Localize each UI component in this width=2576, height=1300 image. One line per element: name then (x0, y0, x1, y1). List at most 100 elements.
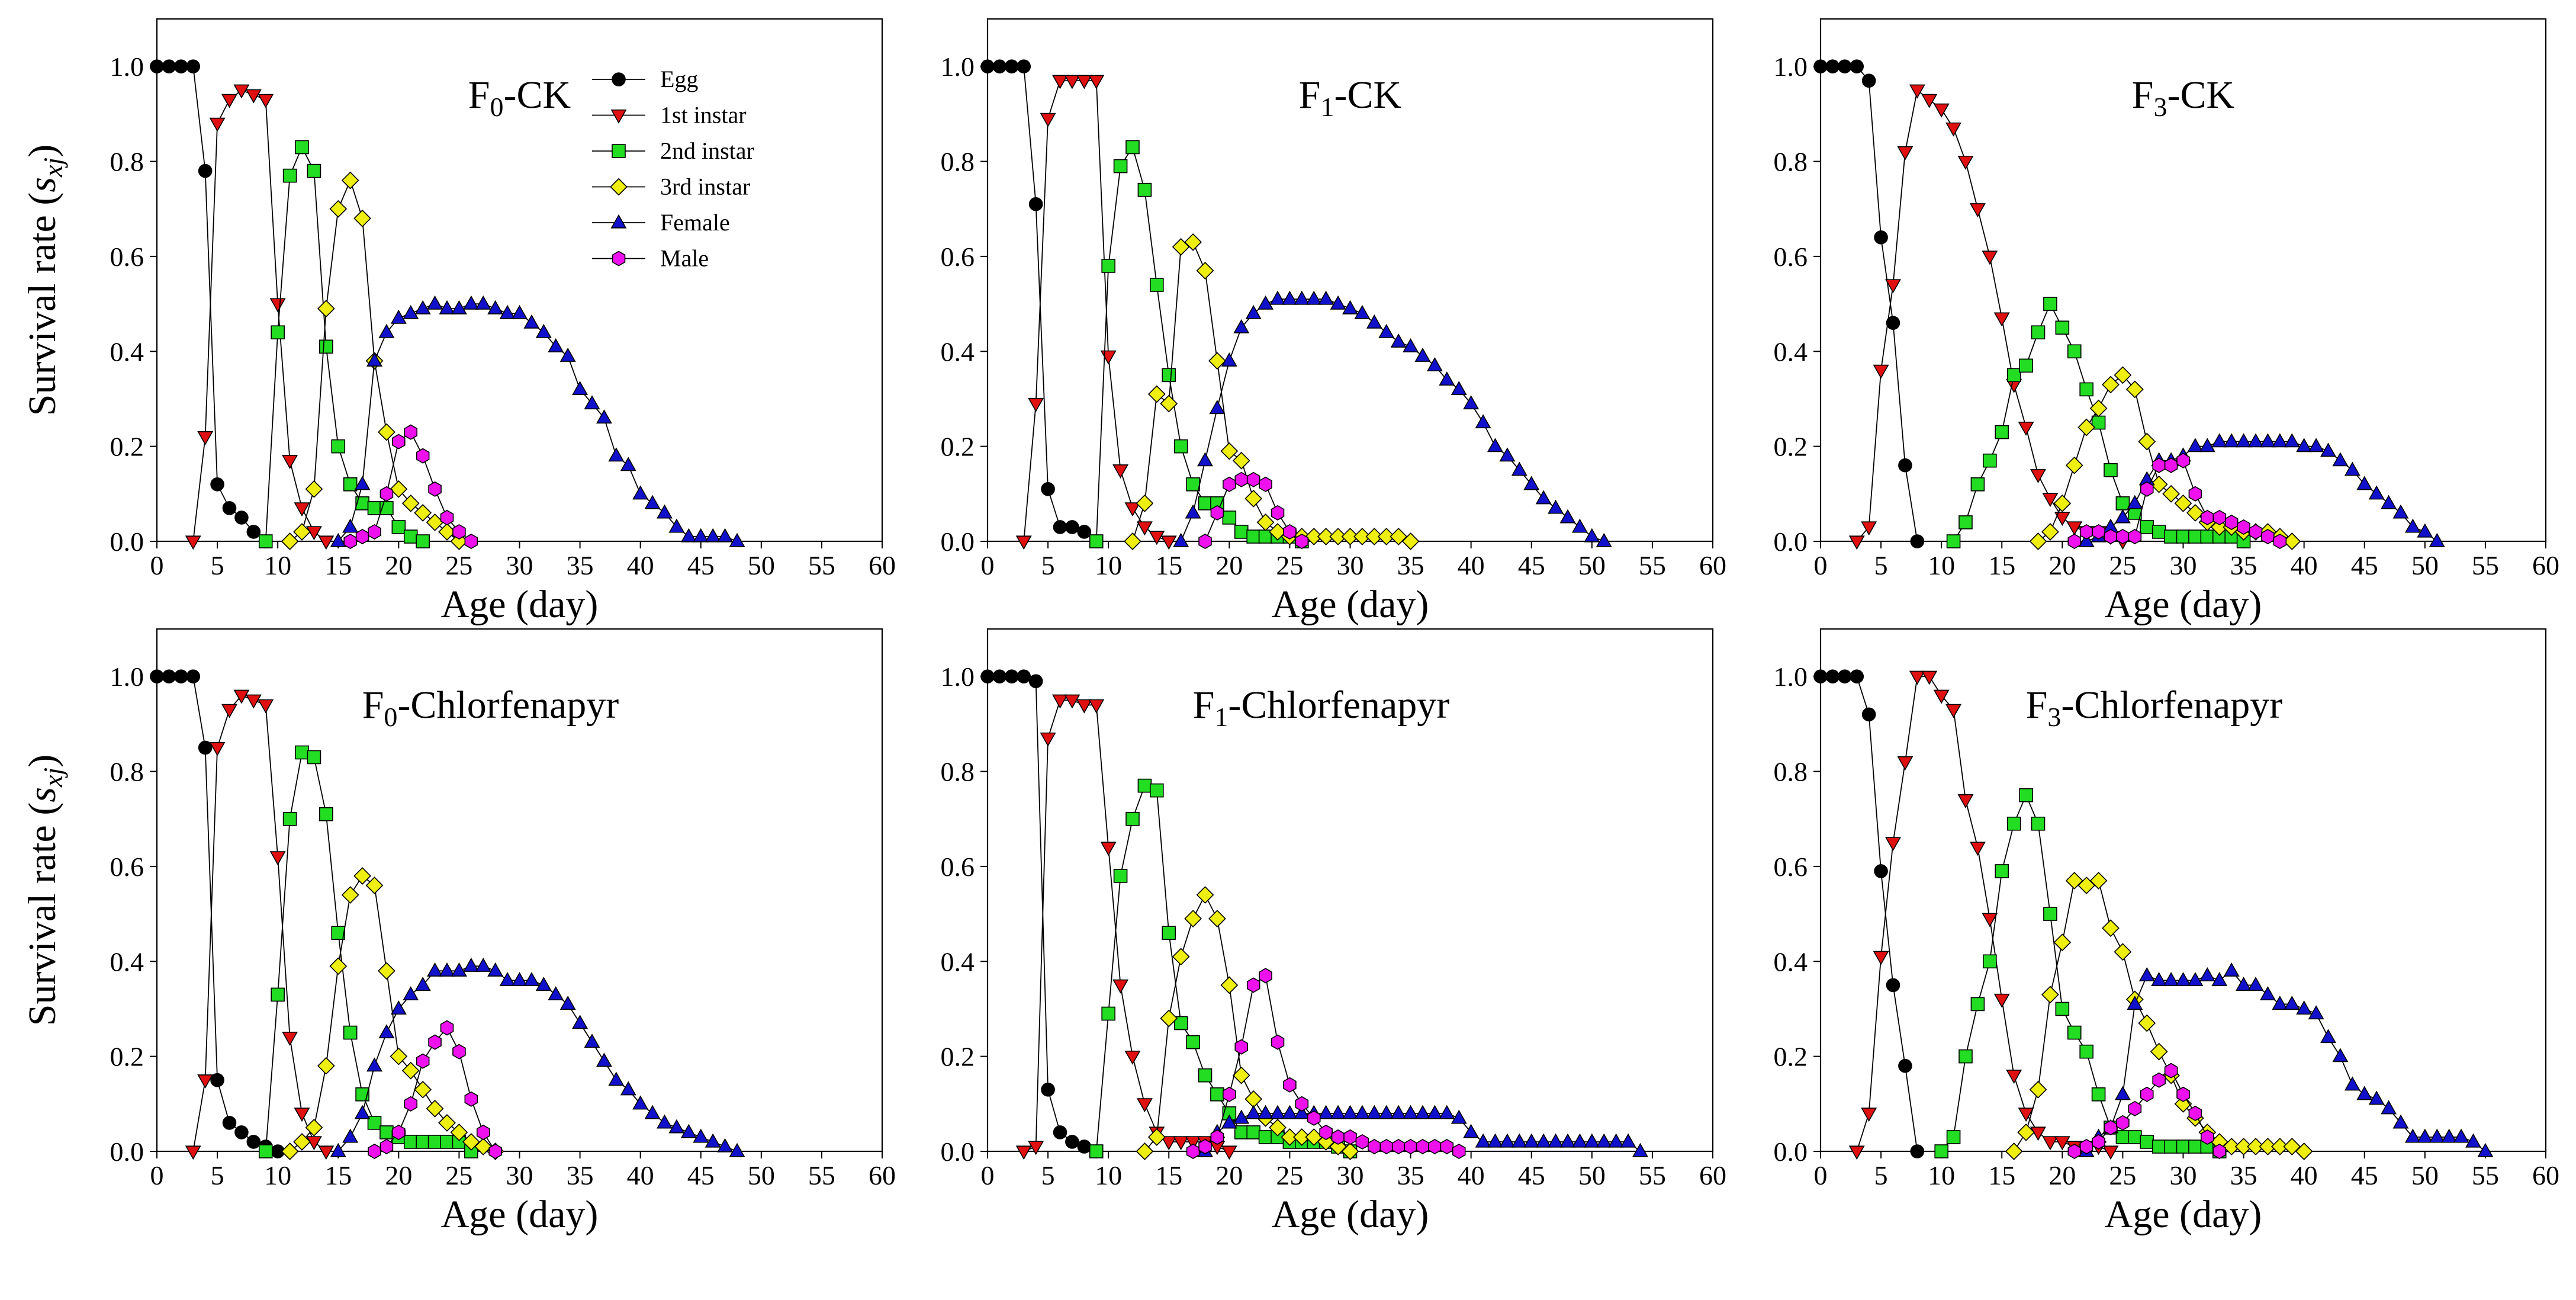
x-tick-label: 20 (385, 1160, 412, 1190)
data-point-2nd-instar (1125, 811, 1140, 826)
data-point-female (1390, 333, 1407, 348)
data-point-female (559, 348, 576, 362)
data-point-female (1596, 532, 1612, 547)
y-tick-label: 0.4 (941, 946, 975, 977)
data-point-3rd-instar (317, 300, 335, 317)
data-point-female (1511, 1133, 1527, 1148)
panel-title: F3-Chlorfenapyr (2026, 683, 2283, 732)
data-point-egg (1825, 59, 1840, 73)
data-point-2nd-instar (2055, 1002, 2070, 1016)
series-1st-instar (1015, 694, 1237, 1160)
x-tick-label: 10 (264, 1160, 291, 1190)
data-point-2nd-instar (2104, 463, 2118, 477)
data-point-2nd-instar (1113, 159, 1128, 174)
data-point-female (2211, 433, 2228, 448)
x-tick-label: 25 (445, 1160, 472, 1190)
data-point-2nd-instar (295, 140, 309, 155)
data-point-female (2320, 1029, 2336, 1044)
data-point-3rd-instar (1317, 528, 1335, 545)
data-point-male (2176, 1086, 2190, 1102)
y-tick-label: 0.6 (941, 852, 975, 882)
series-egg (150, 669, 285, 1158)
series-female (2078, 962, 2494, 1157)
data-point-female (2308, 1005, 2324, 1020)
data-point-female (1548, 1133, 1564, 1148)
data-point-2nd-instar (1150, 783, 1164, 798)
data-point-3rd-instar (329, 957, 348, 975)
data-point-male (428, 481, 442, 497)
data-point-1st-instar (1969, 842, 1986, 856)
data-point-female (1535, 490, 1552, 505)
data-point-3rd-instar (1232, 1066, 1250, 1084)
data-point-2nd-instar (1234, 525, 1249, 539)
data-point-female (1185, 504, 1201, 519)
data-point-2nd-instar (1995, 864, 2009, 878)
data-point-2nd-instar (307, 163, 321, 178)
x-tick-label: 15 (1988, 1160, 2015, 1190)
data-point-1st-instar (1957, 155, 1974, 170)
data-point-male (2104, 528, 2118, 545)
data-point-3rd-instar (1208, 352, 1226, 370)
data-point-3rd-instar (2150, 475, 2168, 493)
data-point-egg (174, 669, 188, 683)
data-point-2nd-instar (1983, 453, 1997, 468)
data-point-1st-instar (258, 699, 274, 714)
data-point-2nd-instar (2079, 382, 2093, 397)
data-point-egg (150, 669, 164, 683)
data-point-male (1283, 524, 1297, 540)
data-point-female (1584, 528, 1600, 543)
data-point-2nd-instar (1101, 259, 1115, 273)
x-tick-label: 0 (1814, 550, 1828, 580)
data-point-male (2067, 1143, 2082, 1160)
series-egg (150, 59, 273, 548)
data-point-female (366, 1057, 382, 1072)
y-tick-label: 0.8 (1774, 147, 1808, 177)
data-point-female (1233, 1109, 1250, 1124)
data-point-egg (186, 59, 201, 73)
x-tick-label: 55 (1639, 550, 1666, 580)
y-tick-label: 0.4 (1774, 946, 1808, 977)
data-point-3rd-instar (2017, 1124, 2035, 1141)
x-tick-label: 30 (1337, 1160, 1364, 1190)
data-point-2nd-instar (2164, 1139, 2178, 1154)
series-male (343, 424, 478, 550)
data-point-female (1342, 300, 1358, 314)
data-point-3rd-instar (1401, 532, 1420, 550)
x-axis-label: Age (day) (1272, 583, 1429, 626)
series-male (1186, 968, 1466, 1160)
data-point-male (416, 448, 430, 464)
data-point-female (330, 1142, 346, 1157)
data-point-female (608, 447, 625, 462)
data-point-female (2247, 433, 2264, 448)
data-point-3rd-instar (390, 480, 408, 498)
y-tick-label: 0.4 (110, 336, 144, 367)
data-point-female (2127, 996, 2143, 1010)
data-point-female (1487, 1133, 1503, 1148)
panel-2: 0 5 10 15 20 25 30 35 40 45 50 55 60 0.0 0.2 0.4 0.6 0.8 1… (941, 18, 1726, 626)
data-point-female (1499, 1133, 1516, 1148)
data-point-female (1366, 314, 1382, 329)
data-point-egg (1077, 1139, 1092, 1154)
x-tick-label: 0 (981, 1160, 995, 1190)
data-point-female (572, 381, 588, 396)
data-point-3rd-instar (293, 1133, 311, 1151)
x-tick-label: 30 (506, 550, 533, 580)
panel-5: 0 5 10 15 20 25 30 35 40 45 50 55 60 0.0 0.2 0.4 0.6 0.8 1… (941, 628, 1726, 1236)
data-point-female (1426, 1105, 1443, 1119)
data-point-1st-instar (1909, 84, 1925, 99)
data-point-male (1271, 505, 1285, 521)
data-point-female (2453, 1128, 2469, 1143)
data-point-female (2308, 438, 2324, 452)
data-point-1st-instar (1993, 993, 2010, 1008)
data-point-3rd-instar (293, 523, 311, 541)
data-point-female (1403, 1105, 1419, 1119)
series-3rd-instar (281, 867, 504, 1160)
x-tick-label: 15 (1155, 1160, 1182, 1190)
data-point-3rd-instar (450, 1124, 468, 1141)
data-point-3rd-instar (1341, 528, 1359, 545)
data-point-female (572, 1015, 588, 1029)
x-tick-label: 55 (808, 550, 835, 580)
data-point-3rd-instar (1172, 948, 1190, 966)
data-point-2nd-instar (307, 750, 321, 765)
data-point-female (439, 962, 455, 977)
